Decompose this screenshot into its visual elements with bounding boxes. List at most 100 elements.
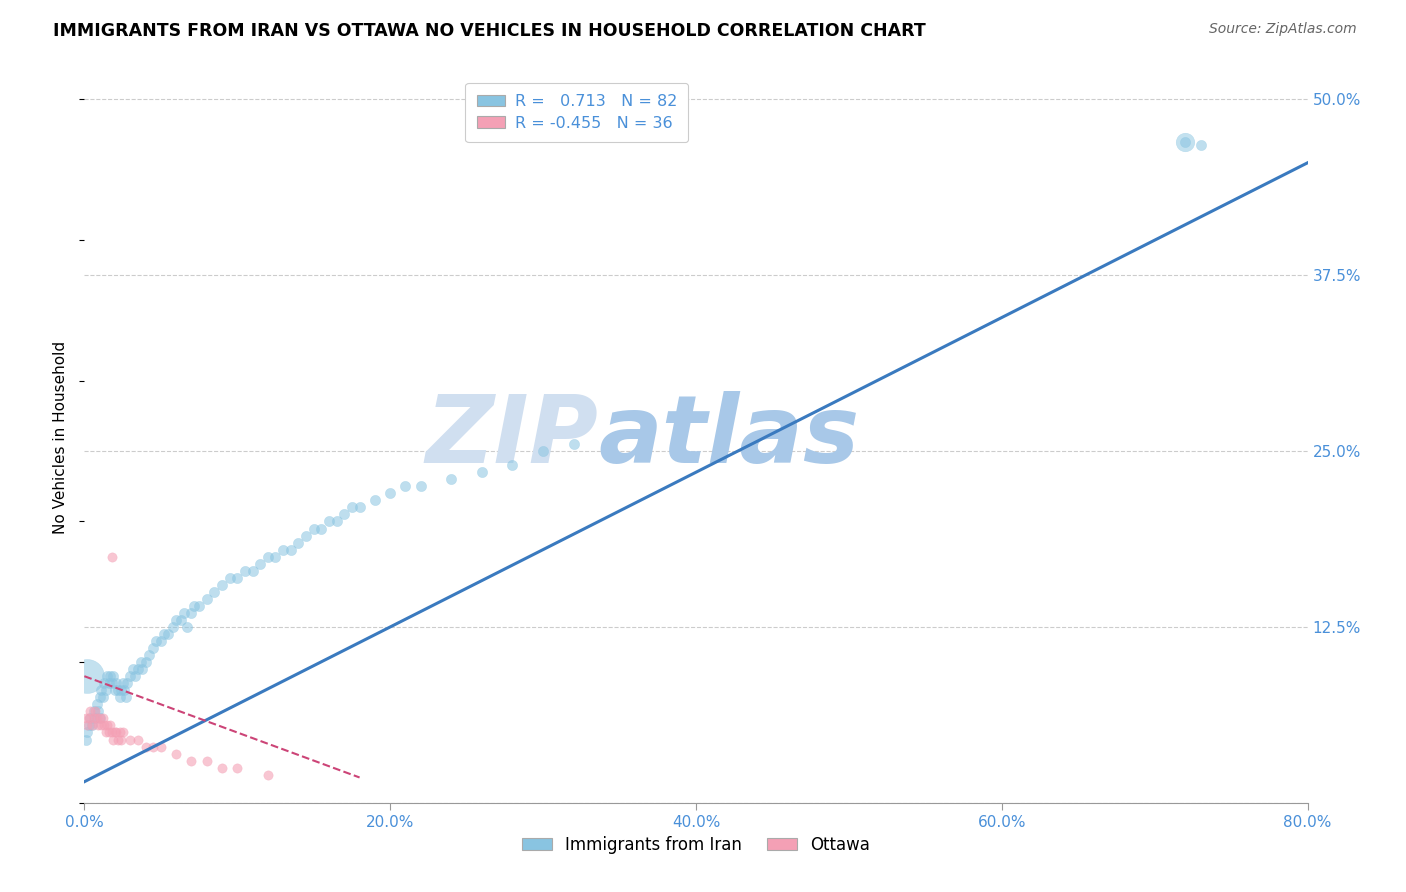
Point bbox=[111, 676, 134, 690]
Point bbox=[94, 683, 117, 698]
Point bbox=[242, 564, 264, 578]
Point bbox=[111, 725, 134, 739]
Point bbox=[76, 725, 98, 739]
Point bbox=[115, 676, 138, 690]
Point bbox=[440, 472, 463, 486]
Point bbox=[89, 711, 111, 725]
Point bbox=[295, 528, 318, 542]
Point bbox=[226, 571, 249, 585]
Point bbox=[1189, 137, 1212, 152]
Point bbox=[409, 479, 432, 493]
Point bbox=[135, 655, 157, 669]
Point bbox=[80, 718, 103, 732]
Point bbox=[87, 718, 110, 732]
Point bbox=[79, 711, 101, 725]
Point bbox=[257, 549, 280, 564]
Point bbox=[101, 676, 124, 690]
Point bbox=[138, 648, 160, 662]
Point bbox=[97, 676, 120, 690]
Point bbox=[98, 669, 121, 683]
Point bbox=[89, 711, 111, 725]
Point bbox=[471, 465, 494, 479]
Point bbox=[83, 705, 105, 719]
Point bbox=[202, 584, 225, 599]
Point bbox=[96, 669, 118, 683]
Point bbox=[76, 718, 98, 732]
Point bbox=[142, 739, 165, 754]
Point bbox=[531, 444, 554, 458]
Point bbox=[349, 500, 371, 515]
Point bbox=[149, 634, 172, 648]
Point bbox=[75, 711, 97, 725]
Point bbox=[90, 683, 112, 698]
Point bbox=[195, 591, 218, 606]
Point bbox=[318, 515, 340, 529]
Point bbox=[562, 437, 585, 451]
Point bbox=[129, 655, 152, 669]
Point bbox=[1174, 135, 1197, 149]
Point bbox=[333, 508, 356, 522]
Point bbox=[162, 620, 184, 634]
Point bbox=[257, 767, 280, 781]
Point bbox=[107, 732, 129, 747]
Point bbox=[110, 683, 132, 698]
Point bbox=[124, 669, 146, 683]
Text: atlas: atlas bbox=[598, 391, 859, 483]
Point bbox=[84, 705, 107, 719]
Point bbox=[145, 634, 167, 648]
Point bbox=[75, 732, 97, 747]
Point bbox=[90, 718, 112, 732]
Point bbox=[302, 521, 325, 535]
Point bbox=[91, 711, 114, 725]
Point bbox=[127, 732, 149, 747]
Point bbox=[101, 725, 124, 739]
Point bbox=[264, 549, 287, 564]
Point bbox=[105, 676, 128, 690]
Point bbox=[149, 739, 172, 754]
Point bbox=[280, 542, 302, 557]
Point bbox=[110, 732, 132, 747]
Point bbox=[226, 761, 249, 775]
Point bbox=[135, 739, 157, 754]
Point bbox=[183, 599, 205, 613]
Point bbox=[249, 557, 271, 571]
Point bbox=[104, 683, 127, 698]
Text: IMMIGRANTS FROM IRAN VS OTTAWA NO VEHICLES IN HOUSEHOLD CORRELATION CHART: IMMIGRANTS FROM IRAN VS OTTAWA NO VEHICL… bbox=[53, 22, 927, 40]
Point bbox=[77, 718, 100, 732]
Point bbox=[89, 690, 111, 705]
Point bbox=[131, 662, 153, 676]
Point bbox=[287, 535, 309, 549]
Point bbox=[211, 761, 233, 775]
Point bbox=[176, 620, 198, 634]
Point bbox=[101, 549, 124, 564]
Point bbox=[120, 732, 142, 747]
Point bbox=[112, 683, 135, 698]
Point bbox=[120, 669, 142, 683]
Point bbox=[103, 669, 125, 683]
Point bbox=[87, 705, 110, 719]
Point bbox=[165, 613, 187, 627]
Point bbox=[364, 493, 387, 508]
Point bbox=[79, 705, 101, 719]
Text: Source: ZipAtlas.com: Source: ZipAtlas.com bbox=[1209, 22, 1357, 37]
Legend: Immigrants from Iran, Ottawa: Immigrants from Iran, Ottawa bbox=[515, 829, 877, 860]
Point bbox=[394, 479, 416, 493]
Point bbox=[180, 754, 202, 768]
Point bbox=[108, 725, 131, 739]
Point bbox=[1174, 135, 1197, 149]
Point bbox=[97, 725, 120, 739]
Point bbox=[76, 669, 98, 683]
Point bbox=[91, 690, 114, 705]
Point bbox=[173, 606, 195, 620]
Point bbox=[83, 711, 105, 725]
Point bbox=[180, 606, 202, 620]
Point bbox=[77, 711, 100, 725]
Point bbox=[108, 690, 131, 705]
Point bbox=[188, 599, 211, 613]
Point bbox=[380, 486, 402, 500]
Y-axis label: No Vehicles in Household: No Vehicles in Household bbox=[53, 341, 69, 533]
Point bbox=[98, 718, 121, 732]
Point bbox=[93, 676, 115, 690]
Point bbox=[233, 564, 256, 578]
Point bbox=[114, 690, 136, 705]
